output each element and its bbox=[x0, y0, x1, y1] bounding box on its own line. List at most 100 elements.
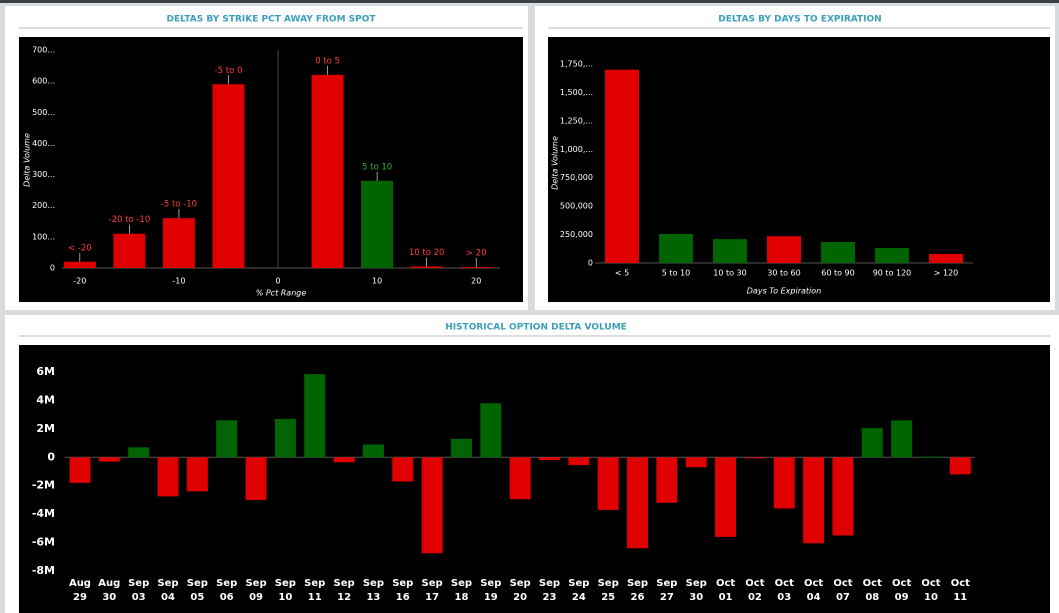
y-tick-label: 1,000,... bbox=[560, 145, 593, 154]
bar bbox=[245, 457, 267, 500]
bar bbox=[509, 457, 531, 500]
x-tick-label: Sep 11 bbox=[304, 578, 326, 603]
x-tick-label: Oct 07 bbox=[833, 578, 853, 603]
y-tick-label: 1,500,... bbox=[560, 88, 593, 97]
bar bbox=[685, 457, 707, 468]
bar-label: -5 to -10 bbox=[161, 200, 197, 210]
bar bbox=[333, 457, 355, 463]
bar bbox=[311, 74, 344, 269]
y-tick-label: 250,000 bbox=[560, 230, 593, 239]
bar-label: > 20 bbox=[466, 249, 487, 259]
bar bbox=[186, 457, 208, 492]
bar bbox=[597, 457, 619, 510]
x-tick-label: Sep 30 bbox=[685, 578, 707, 603]
x-tick-label: Oct 02 bbox=[745, 578, 765, 603]
y-tick-label: 200... bbox=[32, 201, 55, 210]
x-tick-label: 10 to 30 bbox=[713, 269, 746, 278]
y-tick-label: 4M bbox=[36, 393, 55, 406]
y-tick-label: 1,250,... bbox=[560, 116, 593, 125]
bar bbox=[460, 267, 493, 269]
x-tick-label: 90 to 120 bbox=[873, 269, 912, 278]
bar bbox=[627, 457, 649, 549]
bar bbox=[767, 236, 801, 263]
bar bbox=[480, 403, 502, 458]
x-tick-label: Sep 23 bbox=[538, 578, 561, 603]
bar bbox=[113, 233, 146, 268]
x-tick-label: Aug 29 bbox=[68, 578, 91, 603]
x-tick-label: Sep 04 bbox=[157, 578, 179, 603]
x-tick-label: 30 to 60 bbox=[767, 269, 800, 278]
bar bbox=[450, 438, 472, 458]
x-tick-label: 20 bbox=[471, 277, 481, 286]
y-tick-label: 400... bbox=[32, 139, 55, 148]
bar bbox=[659, 234, 693, 263]
bar bbox=[421, 457, 443, 554]
y-tick-label: 500... bbox=[32, 108, 55, 117]
x-tick-label: < 5 bbox=[615, 269, 629, 278]
bar-label: -5 to 0 bbox=[215, 66, 243, 76]
bar bbox=[920, 456, 942, 458]
bar bbox=[304, 374, 326, 458]
x-tick-label: Aug 30 bbox=[98, 578, 121, 603]
bar-label: 10 to 20 bbox=[409, 248, 445, 258]
x-tick-label: > 120 bbox=[934, 269, 959, 278]
y-tick-label: -4M bbox=[32, 507, 55, 520]
bar-label: -20 to -10 bbox=[109, 215, 151, 225]
bar bbox=[949, 457, 971, 475]
bar bbox=[392, 457, 414, 482]
y-axis-title: Delta Volume bbox=[23, 133, 32, 187]
x-tick-label: Sep 17 bbox=[421, 578, 443, 603]
chart-title: DELTAS BY STRIKE PCT AWAY FROM SPOT bbox=[166, 15, 376, 25]
x-tick-label: 60 to 90 bbox=[821, 269, 854, 278]
bar bbox=[715, 457, 737, 537]
x-axis-title: Days To Expiration bbox=[747, 287, 821, 296]
x-tick-label: Sep 20 bbox=[509, 578, 531, 603]
bar bbox=[410, 266, 443, 268]
bar bbox=[891, 420, 913, 458]
bar bbox=[128, 447, 150, 458]
bar-label: 5 to 10 bbox=[362, 162, 392, 172]
bar bbox=[216, 420, 238, 458]
x-tick-label: Sep 16 bbox=[392, 578, 414, 603]
x-tick-label: 10 bbox=[372, 277, 382, 286]
x-tick-label: Sep 24 bbox=[568, 578, 590, 603]
x-tick-label: Oct 03 bbox=[774, 578, 794, 603]
bar bbox=[821, 241, 855, 263]
x-tick-label: Sep 18 bbox=[450, 578, 473, 603]
bar-label: 0 to 5 bbox=[315, 56, 340, 66]
bar bbox=[861, 428, 883, 458]
bar bbox=[875, 247, 909, 263]
x-tick-label: Sep 26 bbox=[626, 578, 649, 603]
y-tick-label: 750,000 bbox=[560, 173, 593, 182]
bar bbox=[157, 457, 179, 497]
bar bbox=[773, 457, 795, 509]
bar bbox=[212, 84, 245, 268]
y-tick-label: 2M bbox=[36, 422, 55, 435]
bar bbox=[361, 180, 394, 268]
x-tick-label: Sep 03 bbox=[128, 578, 150, 603]
y-tick-label: 300... bbox=[32, 170, 55, 179]
bar bbox=[656, 457, 678, 503]
top-bar bbox=[0, 0, 1059, 3]
bar bbox=[362, 444, 384, 458]
x-tick-label: -10 bbox=[172, 277, 185, 286]
bar bbox=[832, 457, 854, 536]
y-tick-label: -6M bbox=[32, 536, 55, 549]
bar-label: < -20 bbox=[68, 243, 92, 253]
y-tick-label: 1,750,... bbox=[560, 60, 593, 69]
bar bbox=[63, 261, 96, 268]
y-tick-label: -2M bbox=[32, 479, 55, 492]
x-tick-label: Oct 09 bbox=[892, 578, 912, 603]
y-tick-label: 500,000 bbox=[560, 202, 593, 211]
x-tick-label: 0 bbox=[275, 277, 280, 286]
y-tick-label: -8M bbox=[32, 564, 55, 577]
x-tick-label: Oct 11 bbox=[950, 578, 970, 603]
bar bbox=[929, 253, 963, 263]
y-tick-label: 6M bbox=[36, 365, 55, 378]
bar bbox=[274, 418, 296, 458]
bar bbox=[605, 69, 639, 263]
chart-title: HISTORICAL OPTION DELTA VOLUME bbox=[445, 323, 627, 333]
x-tick-label: Sep 27 bbox=[656, 578, 678, 603]
x-tick-label: Sep 09 bbox=[245, 578, 267, 603]
bar bbox=[162, 218, 195, 268]
